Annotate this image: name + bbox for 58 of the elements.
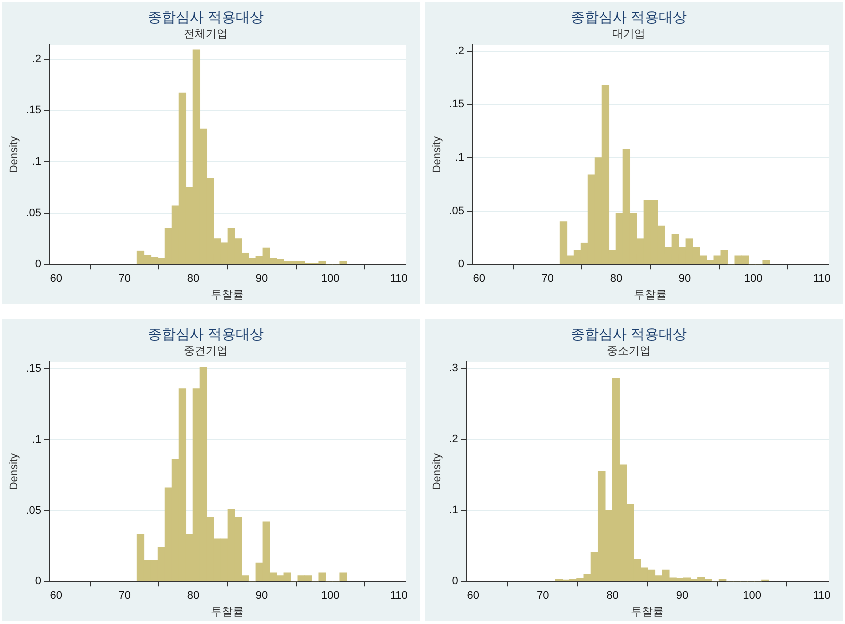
chart-title: 종합심사 적용대상: [148, 10, 264, 26]
x-tick-label: 60: [467, 590, 480, 602]
x-tick-label: 80: [610, 273, 623, 286]
y-tick-label: 0: [35, 576, 42, 588]
y-tick-label: .2: [455, 45, 464, 58]
x-tick-label: 70: [542, 273, 554, 286]
y-tick-label: .15: [26, 363, 42, 376]
x-tick-label: 90: [256, 590, 268, 602]
x-tick-label: 80: [606, 590, 619, 602]
x-tick-label: 90: [256, 273, 268, 286]
y-tick-label: .1: [449, 504, 458, 517]
x-tick-label: 80: [187, 590, 200, 602]
x-tick-label: 110: [390, 590, 408, 602]
chart-subtitle: 전체기업: [184, 27, 228, 40]
x-tick-label: 60: [50, 273, 62, 286]
x-axis-title: 투찰률: [211, 289, 244, 302]
y-tick-label: .2: [32, 53, 42, 66]
x-tick-label: 110: [390, 273, 408, 286]
x-tick-label: 90: [676, 590, 689, 602]
x-tick-label: 110: [813, 590, 831, 602]
x-tick-label: 100: [321, 273, 340, 286]
y-tick-label: .1: [455, 152, 464, 164]
y-tick-label: .05: [26, 504, 42, 517]
y-tick-label: 0: [452, 576, 458, 588]
y-tick-label: .3: [449, 362, 458, 374]
y-tick-label: .2: [449, 433, 458, 446]
y-tick-label: .1: [32, 434, 42, 446]
x-axis-title: 투찰률: [634, 289, 668, 302]
chart-subtitle: 중소기업: [607, 344, 651, 358]
y-axis-title: Density: [432, 136, 444, 174]
x-tick-label: 70: [536, 590, 550, 602]
x-tick-label: 60: [50, 590, 62, 602]
x-tick-label: 90: [678, 273, 692, 286]
x-tick-label: 80: [187, 273, 200, 286]
y-tick-label: 0: [35, 258, 42, 271]
x-tick-label: 100: [744, 273, 763, 286]
x-tick-label: 100: [743, 590, 762, 602]
chart-title: 종합심사 적용대상: [570, 327, 688, 344]
x-tick-label: 100: [321, 590, 340, 602]
y-tick-label: 0: [458, 258, 464, 271]
y-axis-title: Density: [8, 136, 21, 174]
x-axis-title: 투찰률: [211, 606, 244, 618]
x-tick-label: 110: [813, 273, 831, 286]
y-tick-label: .05: [26, 207, 42, 220]
x-tick-label: 60: [473, 273, 486, 286]
x-axis-title: 투찰률: [631, 606, 664, 618]
y-axis-title: Density: [8, 452, 21, 490]
chart-subtitle: 대기업: [612, 27, 646, 40]
y-tick-label: .05: [449, 205, 464, 218]
chart-subtitle: 중견기업: [184, 344, 228, 358]
y-tick-label: .1: [32, 156, 42, 168]
chart-title: 종합심사 적용대상: [148, 327, 264, 344]
x-tick-label: 70: [118, 590, 132, 602]
y-axis-title: Density: [432, 452, 444, 490]
chart-title: 종합심사 적용대상: [570, 10, 688, 26]
x-tick-label: 70: [118, 273, 132, 286]
y-tick-label: .15: [449, 98, 464, 111]
y-tick-label: .15: [26, 104, 42, 117]
